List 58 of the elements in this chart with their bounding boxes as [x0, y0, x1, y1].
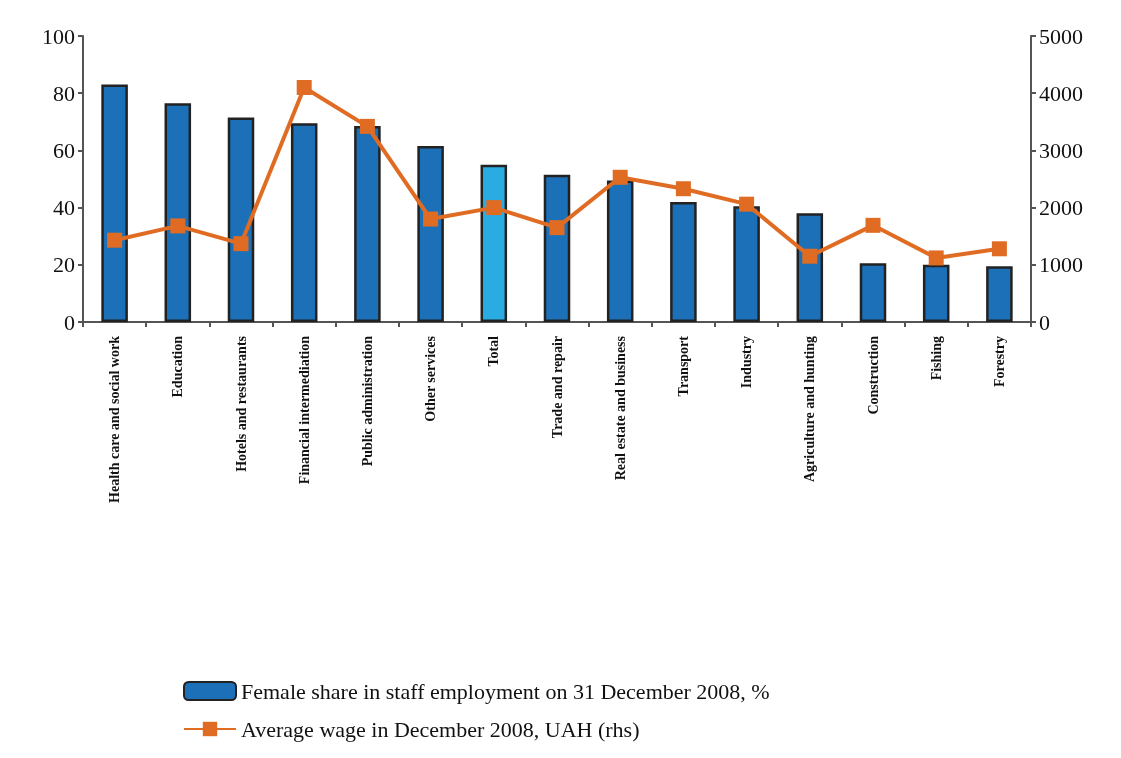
x-tick-label: Health care and social work — [107, 335, 123, 503]
y2-tick-label: 4000 — [1039, 80, 1083, 106]
x-tick-label: Other services — [423, 335, 439, 422]
point — [296, 79, 312, 95]
point — [865, 217, 881, 233]
y-tick-label: 40 — [53, 195, 75, 221]
bar — [670, 201, 697, 322]
point — [991, 241, 1007, 257]
x-tick-label: Industry — [739, 336, 755, 389]
y-tick-label: 100 — [42, 23, 75, 49]
point — [802, 248, 818, 264]
x-tick-label: Total — [486, 335, 502, 367]
bar — [733, 206, 760, 322]
y-tick-label: 60 — [53, 137, 75, 163]
x-tick-label: Construction — [865, 335, 881, 415]
y2-tick-label: 1000 — [1039, 252, 1083, 278]
bar — [227, 117, 255, 322]
point — [423, 211, 439, 227]
bar — [164, 103, 192, 322]
point — [233, 236, 249, 252]
bar — [606, 180, 634, 322]
point — [359, 118, 375, 134]
point — [928, 250, 944, 266]
bar — [101, 84, 128, 322]
y2-tick-label: 3000 — [1039, 137, 1083, 163]
bar — [290, 123, 318, 322]
bar — [986, 266, 1013, 322]
point — [107, 232, 123, 248]
y2-tick-label: 0 — [1039, 309, 1050, 335]
point — [486, 200, 502, 216]
x-tick-label: Forestry — [991, 336, 1007, 388]
x-tick-label: Trade and repair — [549, 336, 565, 439]
point — [612, 169, 628, 185]
legend-label: Female share in staff employment on 31 December 2008, % — [241, 678, 770, 704]
legend-label: Average wage in December 2008, UAH (rhs) — [241, 716, 640, 742]
point — [739, 196, 755, 212]
bar — [922, 264, 950, 322]
y2-tick-label: 5000 — [1039, 23, 1083, 49]
bar — [354, 126, 381, 322]
y-tick-label: 80 — [53, 80, 75, 106]
bar — [417, 146, 444, 322]
x-tick-label: Public administration — [359, 335, 375, 467]
x-tick-label: Hotels and restaurants — [233, 335, 249, 472]
point — [170, 218, 186, 234]
x-tick-label: Transport — [675, 335, 691, 397]
x-tick-label: Agriculture and hunting — [802, 336, 818, 482]
point — [549, 220, 565, 236]
bar — [543, 174, 571, 322]
y-tick-label: 0 — [64, 309, 75, 335]
bar — [859, 263, 887, 322]
y-tick-label: 20 — [53, 252, 75, 278]
x-tick-label: Real estate and business — [612, 335, 628, 481]
point — [675, 181, 691, 197]
bar — [480, 164, 508, 322]
y2-tick-label: 2000 — [1039, 195, 1083, 221]
x-tick-label: Fishing — [928, 336, 944, 381]
x-tick-label: Education — [170, 335, 186, 398]
x-tick-label: Financial intermediation — [296, 335, 312, 485]
